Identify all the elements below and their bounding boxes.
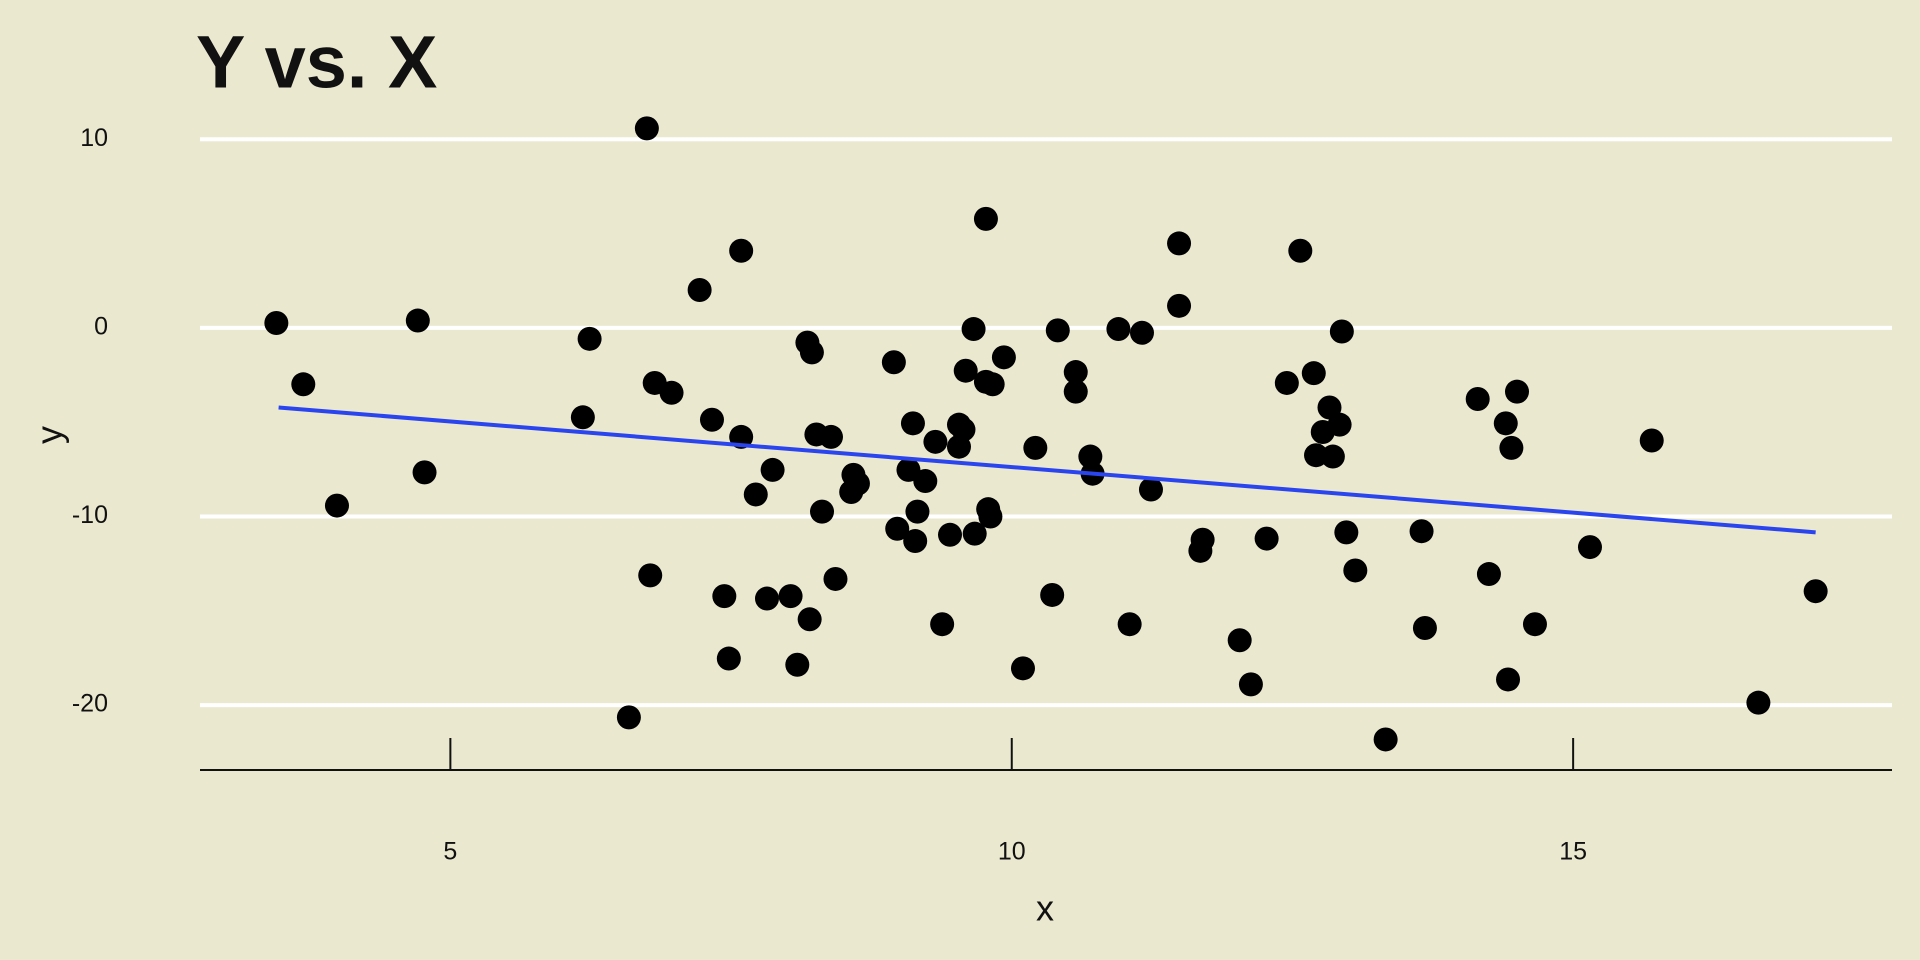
- point: [1746, 690, 1771, 715]
- point: [760, 457, 785, 482]
- point: [900, 411, 925, 436]
- point: [885, 516, 910, 541]
- x-tick-label: 10: [998, 838, 1026, 866]
- point: [729, 238, 754, 263]
- point: [1301, 361, 1326, 386]
- point: [570, 405, 595, 430]
- point: [743, 482, 768, 507]
- point: [1227, 628, 1252, 653]
- point: [785, 652, 810, 677]
- point: [616, 705, 641, 730]
- point: [1063, 379, 1088, 404]
- point: [324, 493, 349, 518]
- point: [699, 407, 724, 432]
- y-tick-label: 10: [80, 124, 108, 152]
- point: [938, 522, 963, 547]
- point: [1023, 435, 1048, 460]
- point: [951, 417, 976, 442]
- point: [1063, 360, 1088, 385]
- point: [953, 358, 978, 383]
- y-tick-label: -20: [72, 690, 108, 718]
- point: [1639, 428, 1664, 453]
- point: [634, 116, 659, 141]
- point: [1476, 562, 1501, 587]
- point: [1238, 672, 1263, 697]
- point: [913, 469, 938, 494]
- point: [1010, 656, 1035, 681]
- x-tick-label: 5: [443, 838, 457, 866]
- x-axis-label: x: [1036, 888, 1054, 929]
- point: [1334, 520, 1359, 545]
- point: [797, 607, 822, 632]
- point: [818, 424, 843, 449]
- point: [1412, 615, 1437, 640]
- point: [1504, 379, 1529, 404]
- point: [1045, 318, 1070, 343]
- point: [810, 499, 835, 524]
- point: [1288, 238, 1313, 263]
- point: [1329, 319, 1354, 344]
- point: [1465, 387, 1490, 412]
- point: [716, 646, 741, 671]
- point: [1274, 370, 1299, 395]
- point: [980, 372, 1005, 397]
- point: [1320, 444, 1345, 469]
- point: [845, 471, 870, 496]
- point: [1254, 526, 1279, 551]
- point: [1117, 612, 1142, 637]
- point: [1327, 412, 1352, 437]
- point: [1343, 558, 1368, 583]
- point: [1373, 727, 1398, 752]
- point: [1129, 320, 1154, 345]
- point: [961, 317, 986, 342]
- x-tick-label: 15: [1559, 838, 1587, 866]
- point: [754, 586, 779, 611]
- point: [264, 310, 289, 335]
- point: [577, 326, 602, 351]
- point: [923, 429, 948, 454]
- point: [1167, 293, 1192, 318]
- point: [930, 612, 955, 637]
- point: [905, 499, 930, 524]
- point: [881, 350, 906, 375]
- point: [291, 372, 316, 397]
- point: [799, 340, 824, 365]
- point: [659, 380, 684, 405]
- point: [1496, 667, 1521, 692]
- point: [778, 584, 803, 609]
- trend-line: [278, 405, 1816, 535]
- point: [823, 566, 848, 591]
- y-tick-label: 0: [94, 313, 108, 341]
- y-axis-label: y: [29, 426, 70, 444]
- point: [1803, 579, 1828, 604]
- point: [405, 308, 430, 333]
- point: [1409, 519, 1434, 544]
- point: [1190, 527, 1215, 552]
- point: [962, 521, 987, 546]
- point: [1167, 231, 1192, 256]
- point: [1522, 612, 1547, 637]
- point: [412, 460, 437, 485]
- point: [1106, 317, 1131, 342]
- point: [903, 529, 928, 554]
- point: [1577, 535, 1602, 560]
- point: [712, 584, 737, 609]
- point: [973, 206, 998, 231]
- point: [991, 345, 1016, 370]
- chart-title: Y vs. X: [196, 21, 437, 104]
- point: [1138, 477, 1163, 502]
- point: [638, 563, 663, 588]
- point: [1040, 582, 1065, 607]
- point: [687, 277, 712, 302]
- point: [1493, 411, 1518, 436]
- point: [1499, 435, 1524, 460]
- point: [978, 504, 1003, 529]
- y-tick-label: -10: [72, 501, 108, 529]
